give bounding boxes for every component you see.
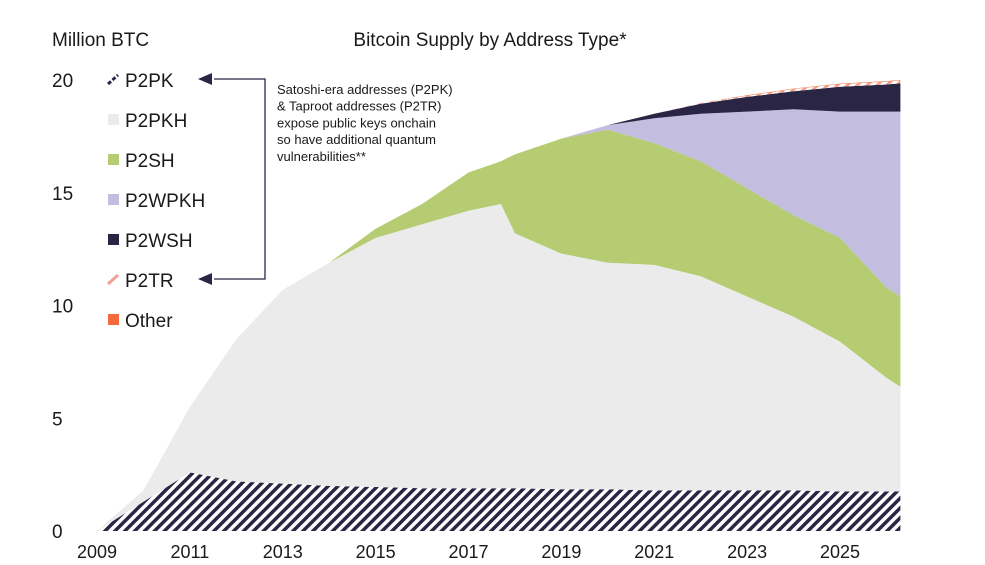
x-tick-label: 2015 bbox=[356, 542, 396, 562]
legend-item-p2wpkh: P2WPKH bbox=[108, 191, 205, 212]
legend-swatch bbox=[106, 273, 120, 286]
legend-item-p2sh: P2SH bbox=[108, 151, 175, 172]
legend-label: P2WSH bbox=[125, 231, 193, 252]
annotation-line: & Taproot addresses (P2TR) bbox=[277, 99, 442, 114]
area-p2sh bbox=[97, 129, 901, 531]
legend-item-other: Other bbox=[108, 311, 173, 332]
annotation-line: Satoshi-era addresses (P2PK) bbox=[277, 82, 453, 97]
y-tick-label: 15 bbox=[52, 184, 73, 205]
legend-item-p2pk: P2PK bbox=[106, 71, 174, 92]
annotation-bracket bbox=[198, 73, 266, 285]
annotation-line: so have additional quantum bbox=[277, 132, 436, 147]
x-tick-label: 2017 bbox=[448, 542, 488, 562]
x-tick-label: 2025 bbox=[820, 542, 860, 562]
legend-label: P2PKH bbox=[125, 111, 187, 132]
legend-item-p2pkh: P2PKH bbox=[108, 111, 187, 132]
y-tick-label: 0 bbox=[52, 522, 63, 543]
x-tick-label: 2011 bbox=[171, 542, 210, 562]
legend-item-p2tr: P2TR bbox=[106, 271, 174, 292]
y-tick-label: 5 bbox=[52, 409, 63, 430]
x-tick-label: 2019 bbox=[541, 542, 581, 562]
legend-label: P2SH bbox=[125, 151, 175, 172]
x-tick-label: 2009 bbox=[77, 542, 117, 562]
legend-swatch bbox=[108, 194, 119, 205]
area-p2pkh bbox=[97, 204, 901, 531]
legend-label: Other bbox=[125, 311, 173, 332]
y-tick-label: 10 bbox=[52, 297, 73, 318]
annotation-text: Satoshi-era addresses (P2PK) & Taproot ad… bbox=[277, 82, 453, 164]
annotation-line: vulnerabilities** bbox=[277, 149, 366, 164]
y-axis-label: Million BTC bbox=[52, 30, 149, 51]
y-tick-label: 20 bbox=[52, 71, 73, 92]
legend-label: P2WPKH bbox=[125, 191, 205, 212]
x-tick-label: 2013 bbox=[263, 542, 303, 562]
x-axis-ticks: 2009 2011 2013 2015 2017 2019 2021 2023 2025 bbox=[77, 542, 860, 562]
area-p2wpkh bbox=[97, 109, 901, 532]
chart-title: Bitcoin Supply by Address Type* bbox=[353, 30, 627, 51]
x-tick-label: 2021 bbox=[634, 542, 674, 562]
y-axis-ticks: 0 5 10 15 20 bbox=[52, 71, 73, 543]
legend-swatch bbox=[108, 114, 119, 125]
arrow-p2tr-icon bbox=[198, 273, 212, 285]
legend: P2PK P2PKH P2SH P2WPKH P2WSH P2TR Other bbox=[106, 71, 205, 332]
x-tick-label: 2023 bbox=[727, 542, 767, 562]
area-p2pk bbox=[97, 472, 901, 531]
legend-swatch bbox=[108, 154, 119, 165]
annotation-line: expose public keys onchain bbox=[277, 115, 436, 130]
legend-label: P2PK bbox=[125, 71, 174, 92]
legend-swatch bbox=[108, 234, 119, 245]
arrow-p2pk-icon bbox=[198, 73, 212, 85]
stacked-areas bbox=[97, 80, 901, 532]
legend-label: P2TR bbox=[125, 271, 174, 292]
legend-swatch bbox=[108, 314, 119, 325]
legend-swatch bbox=[106, 73, 120, 86]
legend-item-p2wsh: P2WSH bbox=[108, 231, 193, 252]
